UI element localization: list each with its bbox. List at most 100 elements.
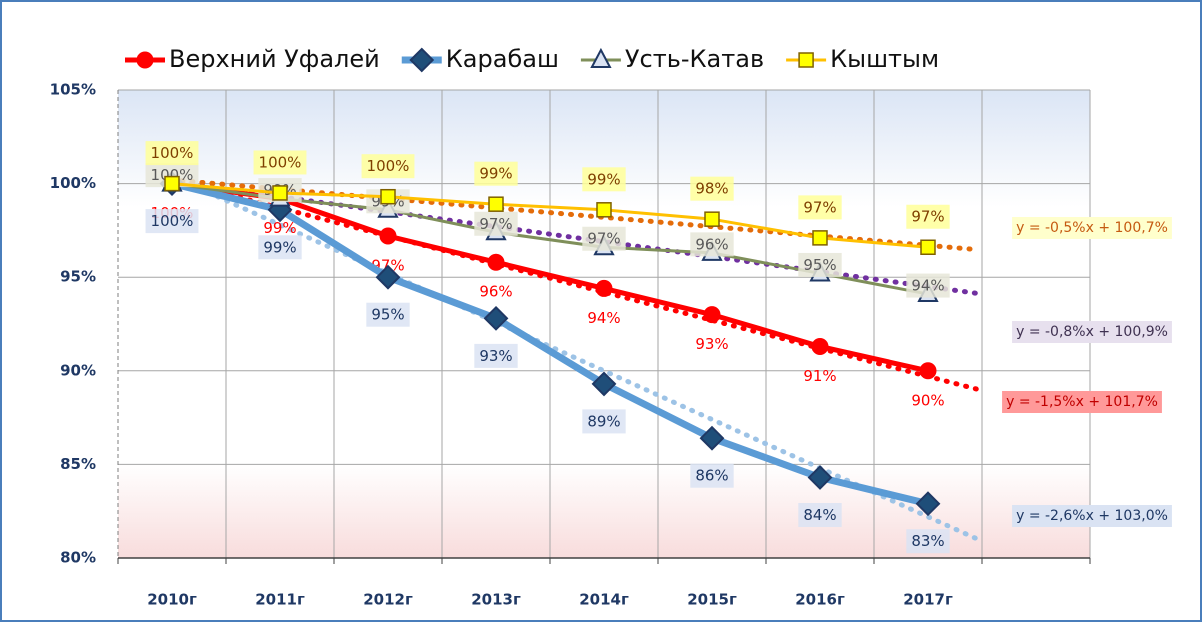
- data-label: 99%: [587, 170, 620, 188]
- y-tick-label: 90%: [60, 361, 96, 379]
- data-label: 100%: [259, 153, 302, 171]
- y-tick-label: 105%: [50, 81, 96, 99]
- x-tick-label: 2013г: [471, 591, 521, 609]
- data-label-bg: [690, 463, 734, 488]
- data-label-bg: [145, 209, 199, 234]
- y-tick-label: 95%: [60, 268, 96, 286]
- trendline: [169, 177, 980, 253]
- legend-label: Карабаш: [446, 45, 559, 73]
- data-label-bg: [145, 141, 199, 166]
- data-label-bg: [361, 154, 415, 179]
- marker: [812, 230, 828, 246]
- trendline-equation: y = -1,5%x + 101,7%: [1006, 394, 1158, 410]
- data-label: 97%: [587, 230, 620, 248]
- y-tick-label: 85%: [60, 455, 96, 473]
- marker: [488, 196, 504, 212]
- data-label: 95%: [803, 256, 836, 274]
- data-label: 83%: [911, 532, 944, 550]
- data-label-bg: [582, 226, 626, 251]
- equation-bg: [1002, 391, 1162, 413]
- legend-label: Верхний Уфалей: [169, 45, 380, 73]
- data-label: 84%: [803, 506, 836, 524]
- marker: [915, 491, 941, 517]
- marker: [704, 211, 720, 227]
- data-label: 99%: [479, 165, 512, 183]
- trendline: [169, 177, 980, 392]
- data-label-bg: [366, 302, 410, 327]
- trendline-equation: y = -2,6%x + 103,0%: [1016, 508, 1168, 524]
- equation-bg: [1012, 505, 1172, 527]
- data-label: 86%: [695, 467, 728, 485]
- x-tick-label: 2017г: [903, 591, 953, 609]
- marker: [811, 337, 829, 355]
- data-label-bg: [258, 235, 302, 260]
- data-label: 94%: [587, 309, 620, 327]
- marker: [590, 47, 612, 68]
- marker: [379, 227, 397, 245]
- data-label: 95%: [371, 306, 404, 324]
- x-tick-label: 2015г: [687, 591, 737, 609]
- x-tick-label: 2014г: [579, 591, 629, 609]
- data-label: 93%: [479, 347, 512, 365]
- marker: [272, 185, 288, 201]
- marker: [807, 465, 833, 490]
- y-tick-label: 100%: [50, 174, 96, 192]
- data-label-bg: [798, 503, 842, 528]
- marker: [591, 371, 617, 397]
- marker: [919, 362, 937, 380]
- data-label-bg: [906, 273, 950, 298]
- x-tick-label: 2016г: [795, 591, 845, 609]
- data-label-bg: [253, 150, 307, 175]
- data-label-bg: [474, 211, 518, 236]
- data-label-bg: [582, 167, 626, 192]
- series-line: [171, 182, 929, 249]
- data-label: 97%: [479, 215, 512, 233]
- trendline-equation: y = -0,8%x + 100,9%: [1016, 324, 1168, 340]
- equation-bg: [1012, 321, 1172, 343]
- marker: [595, 279, 613, 297]
- equation-bg: [1012, 217, 1172, 239]
- legend-label: Кыштым: [830, 45, 939, 73]
- data-label: 96%: [695, 235, 728, 253]
- trendline-equation: y = -0,5%x + 100,7%: [1016, 220, 1168, 236]
- marker: [164, 175, 180, 192]
- marker: [136, 51, 154, 69]
- data-label: 98%: [695, 180, 728, 198]
- marker: [375, 264, 401, 290]
- x-tick-label: 2011г: [255, 591, 305, 609]
- series-line: [171, 181, 929, 374]
- data-label: 90%: [911, 391, 944, 409]
- data-label: 93%: [695, 335, 728, 353]
- data-label-bg: [690, 176, 734, 201]
- data-label-bg: [690, 232, 734, 257]
- data-label-bg: [582, 409, 626, 434]
- marker: [703, 306, 721, 324]
- marker: [699, 425, 725, 451]
- marker: [409, 47, 435, 73]
- data-label-bg: [798, 195, 842, 220]
- data-label: 89%: [587, 412, 620, 430]
- data-label: 91%: [803, 367, 836, 385]
- data-label: 100%: [367, 157, 410, 175]
- marker: [596, 202, 612, 218]
- data-label: 99%: [263, 238, 296, 256]
- y-tick-label: 80%: [60, 549, 96, 567]
- data-label-bg: [906, 204, 950, 229]
- marker: [483, 305, 509, 331]
- data-label: 100%: [151, 212, 194, 230]
- data-label-bg: [474, 343, 518, 368]
- marker: [798, 52, 814, 68]
- marker: [920, 239, 936, 255]
- x-tick-label: 2010г: [147, 591, 197, 609]
- data-label: 97%: [911, 208, 944, 226]
- data-label-bg: [798, 252, 842, 277]
- marker: [487, 253, 505, 271]
- x-tick-label: 2012г: [363, 591, 413, 609]
- legend-label: Усть-Катав: [625, 45, 764, 73]
- data-label-bg: [906, 529, 950, 554]
- data-label: 96%: [479, 283, 512, 301]
- data-label: 97%: [803, 198, 836, 216]
- data-label: 100%: [151, 144, 194, 162]
- data-label: 94%: [911, 277, 944, 295]
